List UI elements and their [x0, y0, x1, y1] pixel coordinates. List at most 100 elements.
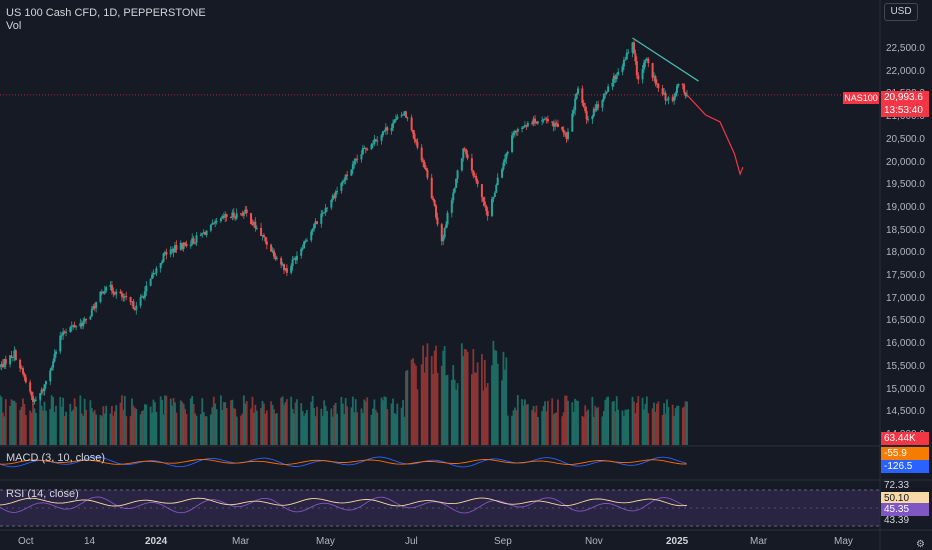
candle-body — [280, 258, 283, 265]
candle-body — [631, 42, 634, 53]
volume-bar — [32, 403, 34, 445]
candle-body — [641, 69, 644, 80]
volume-bar — [172, 398, 175, 445]
candle-body — [462, 148, 465, 159]
volume-bar — [657, 401, 660, 445]
candle-body — [100, 291, 103, 293]
candle-body — [542, 119, 545, 121]
candle-body — [19, 359, 22, 369]
candle-body — [316, 221, 318, 224]
volume-bar — [645, 396, 648, 445]
candle-body — [174, 245, 177, 253]
volume-bar — [443, 346, 446, 445]
candle-body — [33, 399, 36, 403]
volume-bar — [2, 412, 4, 445]
volume-bar — [525, 404, 528, 445]
candle-body — [145, 285, 148, 292]
volume-bar — [161, 400, 164, 445]
settings-icon[interactable]: ⚙ — [916, 539, 925, 550]
candle-body — [404, 111, 407, 118]
projection-curve — [686, 94, 744, 176]
candle-body — [149, 278, 152, 286]
candle-body — [627, 52, 630, 54]
volume-bar — [656, 403, 658, 445]
macd-label[interactable]: MACD (3, 10, close) — [6, 452, 106, 464]
candle-body — [515, 130, 518, 132]
volume-bar — [70, 411, 73, 445]
candle-body — [426, 169, 429, 178]
candle-body — [373, 139, 376, 144]
time-tick: 2024 — [145, 536, 168, 547]
candle-body — [594, 108, 597, 111]
volume-bar — [121, 395, 123, 445]
volume-bar — [181, 401, 184, 445]
volume-bar — [123, 395, 126, 445]
volume-bar — [224, 402, 227, 445]
volume-bar — [653, 402, 655, 445]
candle-body — [109, 284, 112, 288]
volume-bar — [453, 379, 456, 445]
volume-bar — [321, 415, 324, 445]
candle-body — [374, 139, 377, 142]
candle-body — [456, 170, 459, 179]
candle-body — [89, 316, 92, 320]
candle-body — [455, 178, 458, 189]
volume-bar — [412, 358, 414, 445]
candle-body — [229, 216, 232, 218]
candle-body — [607, 86, 610, 92]
candle-body — [536, 121, 539, 124]
candle-body — [575, 93, 578, 99]
volume-bar — [135, 409, 138, 445]
volume-bar — [663, 403, 665, 445]
candle-body — [90, 309, 93, 317]
candle-body — [30, 391, 33, 397]
volume-bar — [396, 403, 399, 445]
volume-bar — [361, 413, 364, 445]
volume-bar — [555, 412, 558, 445]
volume-bar — [221, 409, 224, 445]
volume-bar — [503, 369, 506, 445]
volume-bar — [245, 401, 248, 445]
rsi-label[interactable]: RSI (14, close) — [6, 488, 79, 500]
price-tick: 16,000.0 — [886, 338, 925, 350]
candle-body — [262, 234, 265, 238]
volume-bar — [122, 409, 125, 445]
volume-bar — [440, 365, 443, 445]
candle-body — [112, 290, 115, 294]
volume-bar — [125, 416, 128, 445]
candle-body — [254, 221, 257, 229]
candle-body — [334, 192, 337, 198]
volume-bar — [40, 405, 43, 445]
volume-bar — [314, 416, 317, 445]
candle-body — [356, 158, 359, 160]
candle-body — [314, 221, 317, 225]
candle-body — [214, 221, 217, 224]
macd-line — [0, 456, 687, 468]
volume-bar — [476, 362, 479, 445]
candle-body — [584, 106, 587, 112]
volume-bar — [225, 408, 228, 445]
currency-button[interactable]: USD — [884, 3, 918, 21]
volume-bar — [473, 372, 476, 445]
candle-body — [571, 113, 574, 132]
candle-body — [333, 195, 336, 198]
volume-bar — [671, 404, 674, 445]
volume-bar — [60, 406, 63, 445]
volume-bar — [231, 399, 234, 445]
candle-body — [285, 268, 288, 273]
candle-body — [336, 190, 339, 193]
rsi-value-badge: 45.35 — [881, 503, 929, 516]
candle-body — [370, 144, 373, 150]
candle-body — [475, 176, 478, 181]
volume-bar — [280, 397, 283, 445]
symbol-title[interactable]: US 100 Cash CFD, 1D, PEPPERSTONE — [6, 7, 206, 19]
candle-body — [354, 158, 357, 162]
volume-bar — [82, 415, 85, 445]
volume-bar — [252, 412, 255, 445]
candle-body — [390, 127, 393, 131]
volume-bar — [50, 395, 53, 445]
candle-body — [463, 148, 466, 150]
candle-body — [9, 355, 12, 365]
volume-bar — [284, 402, 287, 445]
